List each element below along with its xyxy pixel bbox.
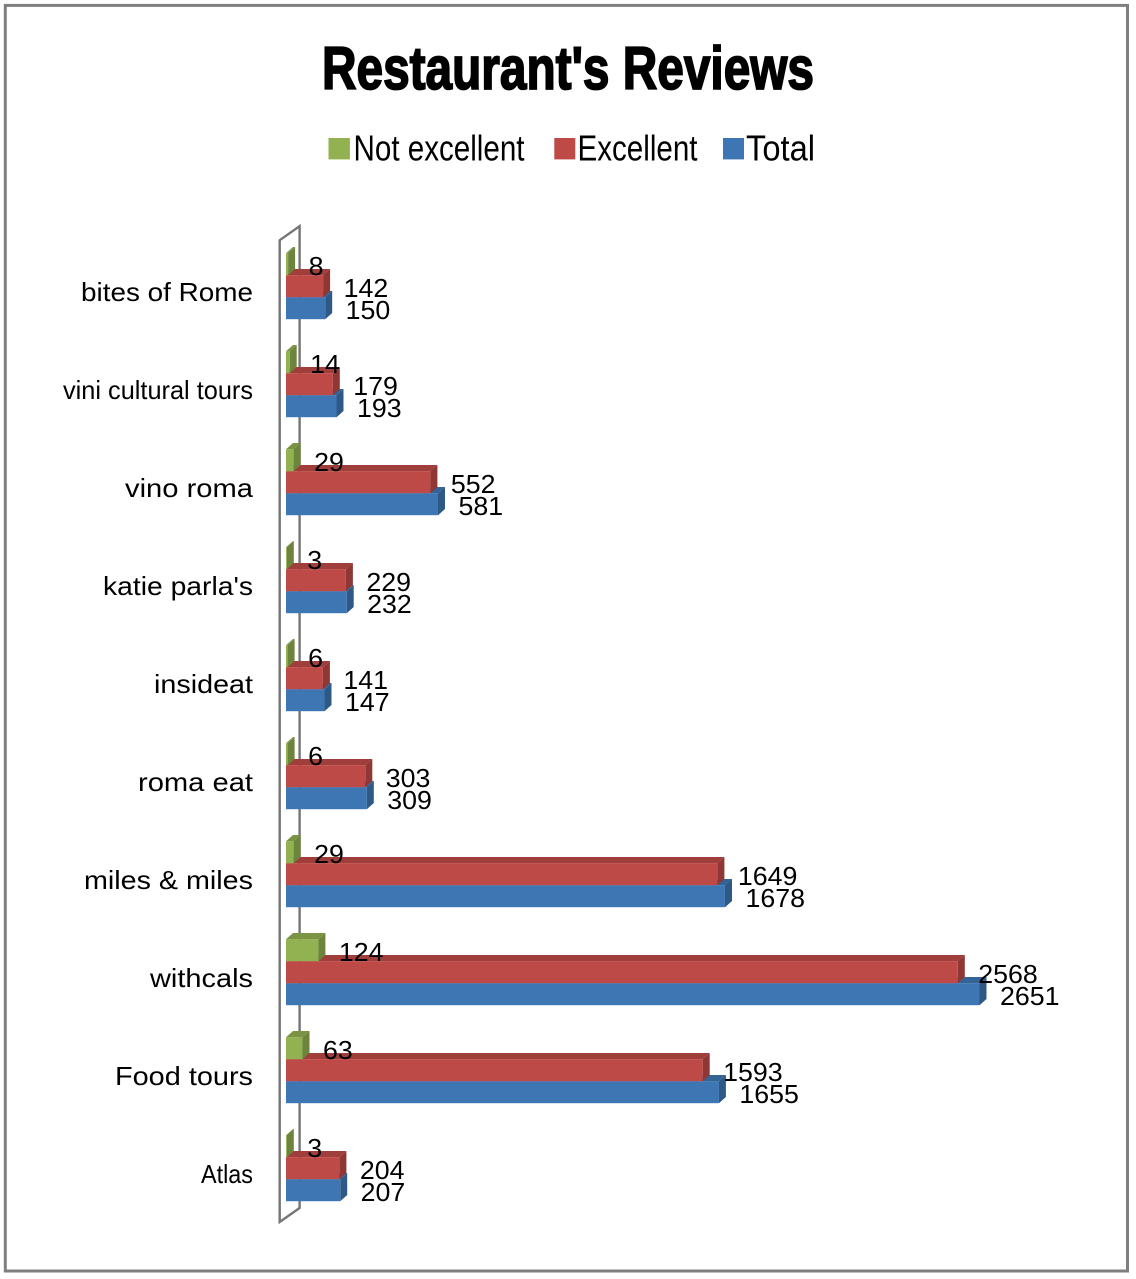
svg-text:229: 229 xyxy=(366,567,411,597)
svg-text:179: 179 xyxy=(353,371,398,401)
svg-text:withcals: withcals xyxy=(149,963,253,993)
svg-text:miles & miles: miles & miles xyxy=(84,865,253,895)
svg-text:193: 193 xyxy=(357,393,402,423)
svg-text:roma eat: roma eat xyxy=(138,767,254,797)
svg-text:63: 63 xyxy=(323,1035,353,1065)
svg-text:insideat: insideat xyxy=(154,669,254,699)
svg-text:147: 147 xyxy=(345,687,390,717)
svg-text:309: 309 xyxy=(387,785,432,815)
svg-text:Restaurant's Reviews: Restaurant's Reviews xyxy=(322,35,814,102)
svg-text:Total: Total xyxy=(746,128,815,169)
svg-text:552: 552 xyxy=(451,469,496,499)
svg-text:6: 6 xyxy=(308,741,323,771)
svg-text:3: 3 xyxy=(307,1133,322,1163)
svg-text:581: 581 xyxy=(459,491,504,521)
svg-text:204: 204 xyxy=(360,1155,405,1185)
svg-text:vini cultural tours: vini cultural tours xyxy=(63,375,253,405)
svg-text:Atlas: Atlas xyxy=(201,1159,253,1189)
svg-text:29: 29 xyxy=(314,447,344,477)
svg-text:1678: 1678 xyxy=(746,883,806,913)
svg-text:3: 3 xyxy=(307,545,322,575)
svg-text:141: 141 xyxy=(343,665,388,695)
svg-text:2651: 2651 xyxy=(1000,981,1060,1011)
svg-text:bites of Rome: bites of Rome xyxy=(81,277,253,307)
svg-text:6: 6 xyxy=(308,643,323,673)
svg-text:Excellent: Excellent xyxy=(578,128,698,169)
svg-text:Food tours: Food tours xyxy=(115,1061,253,1091)
svg-text:29: 29 xyxy=(314,839,344,869)
svg-text:katie parla's: katie parla's xyxy=(103,571,253,601)
svg-text:150: 150 xyxy=(346,295,391,325)
svg-text:8: 8 xyxy=(309,251,324,281)
svg-text:vino roma: vino roma xyxy=(125,473,254,503)
svg-text:124: 124 xyxy=(339,937,384,967)
svg-text:207: 207 xyxy=(361,1177,406,1207)
svg-text:142: 142 xyxy=(344,273,389,303)
svg-text:1655: 1655 xyxy=(739,1079,799,1109)
svg-text:232: 232 xyxy=(367,589,412,619)
svg-text:2568: 2568 xyxy=(978,959,1037,989)
svg-text:1649: 1649 xyxy=(738,861,798,891)
svg-text:303: 303 xyxy=(386,763,431,793)
svg-text:1593: 1593 xyxy=(723,1057,783,1087)
svg-text:14: 14 xyxy=(310,349,340,379)
svg-text:Not excellent: Not excellent xyxy=(354,128,525,169)
